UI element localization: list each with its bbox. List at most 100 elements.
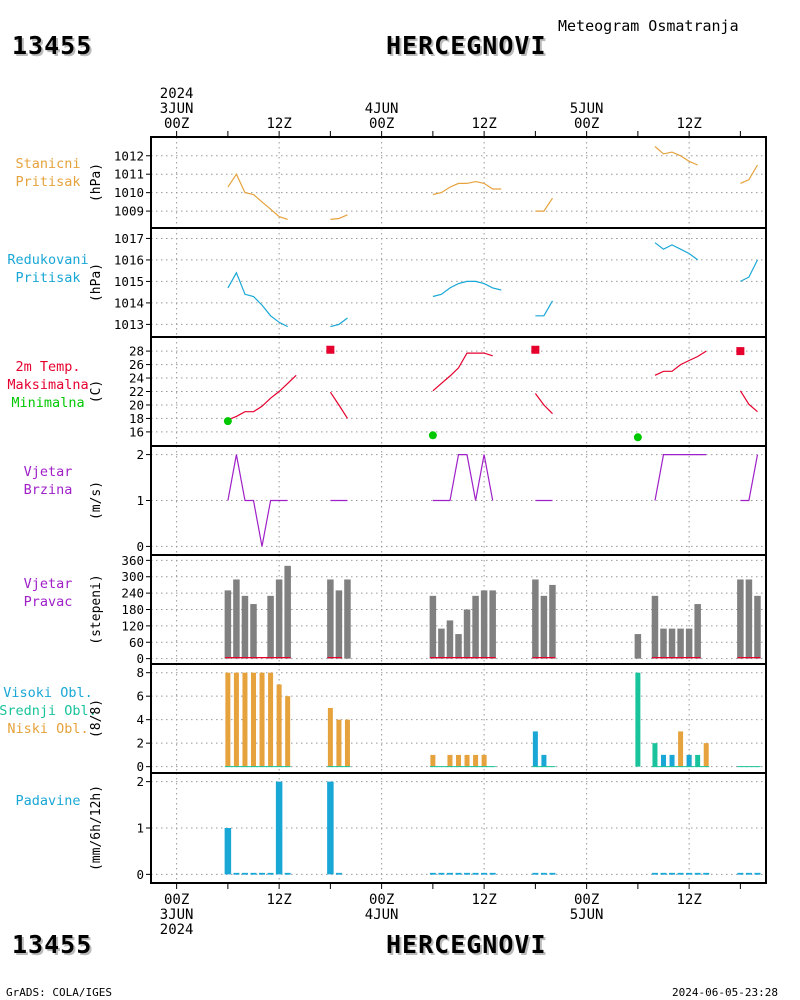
y-tick-label: 20 <box>129 397 144 412</box>
precip-trace <box>446 872 453 875</box>
precip-trace <box>651 872 658 875</box>
direction-bar <box>737 579 744 659</box>
series-line <box>432 280 502 298</box>
precip-trace <box>549 872 556 875</box>
y-tick-label: 120 <box>121 618 144 633</box>
direction-bar <box>660 628 667 659</box>
precip-trace <box>464 872 471 875</box>
direction-bar <box>480 590 488 659</box>
station-id-shadow: 13455 <box>14 33 94 62</box>
panel-temperature: 2m Temp. Maksimalna Minimalna (C) 1618202224… <box>7 336 767 447</box>
bottom-time-label: 4JUN <box>365 907 399 923</box>
series-label: Minimalna <box>11 395 84 411</box>
low-cloud-bar <box>233 672 239 767</box>
low-cloud-bar <box>430 754 436 767</box>
low-cloud-bar <box>336 719 342 767</box>
station-name-shadow: HERCEGNOVI <box>388 33 549 62</box>
mid-cloud-bar <box>695 754 701 767</box>
y-tick-label: 2 <box>136 447 144 462</box>
precip-bar <box>327 781 334 875</box>
bottom-time-label: 12Z <box>471 892 496 908</box>
series-line <box>535 300 554 317</box>
direction-bar <box>754 595 761 659</box>
series-line <box>740 454 759 502</box>
series-line <box>740 259 759 282</box>
low-cloud-bar <box>225 672 231 767</box>
y-tick-label: 4 <box>136 712 144 727</box>
direction-bar <box>472 595 479 659</box>
mid-cloud-bar <box>635 672 641 767</box>
precip-trace <box>438 872 445 875</box>
precip-trace <box>754 872 761 875</box>
credit-text: GrADS: COLA/IGES <box>6 986 112 999</box>
chart-title: Meteogram Osmatranja <box>558 17 739 35</box>
direction-bar <box>455 634 462 659</box>
y-tick-label: 0 <box>136 867 144 882</box>
precip-trace <box>703 872 710 875</box>
direction-bar <box>677 628 684 659</box>
low-cloud-bar <box>327 707 333 767</box>
series-line <box>227 271 288 328</box>
direction-bar <box>250 604 257 659</box>
series-line <box>432 180 502 196</box>
y-tick-label: 1 <box>136 493 144 508</box>
precip-trace <box>284 872 291 875</box>
panel-wind-speed: Vjetar Brzina (m/s) 0 1 2 <box>24 445 767 556</box>
direction-bar <box>532 579 539 659</box>
panel-frame <box>150 336 767 447</box>
direction-bar <box>651 595 659 659</box>
tmax-marker <box>736 347 745 356</box>
precip-trace <box>241 872 248 875</box>
y-tick-label: 16 <box>129 424 144 439</box>
direction-bar <box>540 595 548 659</box>
series-label: Vjetar <box>24 576 73 592</box>
y-tick-label: 180 <box>121 602 144 617</box>
tmax-marker <box>531 345 540 354</box>
precip-trace <box>677 872 684 875</box>
series-label: Pritisak <box>15 270 80 286</box>
unit-label: (m/s) <box>89 481 104 520</box>
series-label: Maksimalna <box>7 377 88 393</box>
direction-bar <box>344 579 351 659</box>
series-line <box>654 454 707 501</box>
y-tick-label: 26 <box>129 357 144 372</box>
bottom-time-label: 00Z <box>369 892 394 908</box>
panel-frame <box>150 227 767 338</box>
precip-trace <box>481 872 488 875</box>
low-cloud-bar <box>268 672 274 767</box>
bottom-time-label: 00Z <box>164 892 189 908</box>
series-line <box>654 350 707 376</box>
series-label: Vjetar <box>24 464 73 480</box>
series-line <box>534 393 553 415</box>
y-tick-label: 28 <box>129 344 144 359</box>
series-line <box>227 374 297 421</box>
series-line <box>740 164 759 184</box>
unit-label: (8/8) <box>89 699 104 738</box>
tmin-marker <box>223 417 232 426</box>
precip-trace <box>737 872 744 875</box>
direction-bar <box>634 634 642 659</box>
precip-trace <box>694 872 701 875</box>
direction-bar <box>463 609 471 659</box>
series-line <box>739 390 758 413</box>
low-cloud-bar <box>285 696 291 767</box>
y-tick-label: 300 <box>121 569 144 584</box>
unit-label: (stepeni) <box>89 574 104 644</box>
y-tick-label: 1016 <box>114 252 144 267</box>
direction-bar <box>489 590 496 659</box>
bottom-time-label: 12Z <box>676 892 701 908</box>
direction-bar <box>429 595 437 659</box>
panel-frame <box>150 772 767 884</box>
footer-station-id-shadow: 13455 <box>14 932 94 961</box>
direction-bar <box>685 628 693 659</box>
unit-label: (C) <box>89 380 104 403</box>
y-tick-label: 6 <box>136 689 144 704</box>
series-line <box>654 146 698 166</box>
precip-trace <box>686 872 693 875</box>
direction-bar <box>549 584 556 659</box>
series-line <box>432 352 493 392</box>
panel-reduced-pressure: Redukovani Pritisak (hPa) 1013 1014 1015 1016 1… <box>7 227 767 338</box>
precip-bar <box>224 828 232 875</box>
